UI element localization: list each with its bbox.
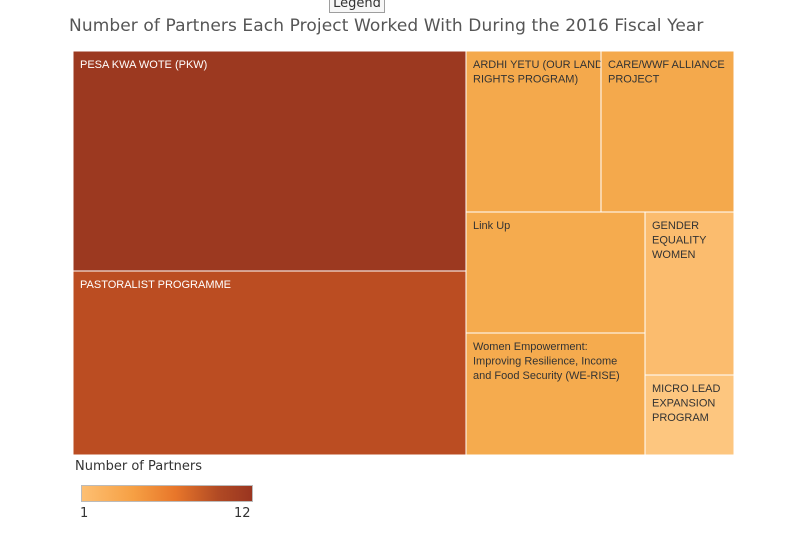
treemap-cell-women-empowerment-improving-resilience-income-and-food-security-we-rise[interactable]: Women Empowerment: Improving Resilience, …	[465, 332, 646, 456]
treemap-cell-label: Women Empowerment: Improving Resilience, …	[473, 341, 620, 382]
treemap-cell-rect[interactable]	[644, 211, 735, 376]
treemap-cell-rect[interactable]	[465, 211, 646, 334]
treemap-cell-label: GENDER EQUALITY WOMEN	[652, 220, 707, 261]
treemap-cell-label: MICRO LEAD EXPANSION PROGRAM	[652, 383, 721, 424]
treemap-cell-rect[interactable]	[72, 270, 467, 456]
treemap-cell-care-wwf-alliance-project[interactable]: CARE/WWF ALLIANCE PROJECT	[600, 50, 735, 213]
treemap-cell-label: PASTORALIST PROGRAMME	[80, 279, 231, 291]
treemap-cell-label: Link Up	[473, 220, 510, 232]
treemap-cell-label: PESA KWA WOTE (PKW)	[80, 59, 207, 71]
legend-min-label: 1	[80, 506, 89, 521]
treemap-cell-micro-lead-expansion-program[interactable]: MICRO LEAD EXPANSION PROGRAM	[644, 374, 735, 456]
legend-tab[interactable]: Legend	[329, 0, 385, 13]
treemap-cell-pastoralist-programme[interactable]: PASTORALIST PROGRAMME	[72, 270, 467, 456]
treemap-cell-rect[interactable]	[72, 50, 467, 272]
treemap-cell-rect[interactable]	[600, 50, 735, 213]
treemap-cell-rect[interactable]	[465, 332, 646, 456]
legend-max-label: 12	[234, 506, 251, 521]
legend-title: Number of Partners	[75, 459, 203, 474]
treemap-cell-link-up[interactable]: Link Up	[465, 211, 646, 334]
treemap-cell-rect[interactable]	[644, 374, 735, 456]
treemap-cell-label: ARDHI YETU (OUR LAND RIGHTS PROGRAM)	[473, 59, 603, 86]
treemap-cell-pesa-kwa-wote-pkw[interactable]: PESA KWA WOTE (PKW)	[72, 50, 467, 272]
treemap-cell-ardhi-yetu-our-land-rights-program[interactable]: ARDHI YETU (OUR LAND RIGHTS PROGRAM)	[465, 50, 603, 213]
treemap-cell-gender-equality-women[interactable]: GENDER EQUALITY WOMEN	[644, 211, 735, 376]
chart-title: Number of Partners Each Project Worked W…	[69, 16, 704, 36]
treemap-cell-label: CARE/WWF ALLIANCE PROJECT	[608, 59, 725, 86]
treemap-cell-rect[interactable]	[465, 50, 602, 213]
color-ramp	[81, 485, 253, 502]
